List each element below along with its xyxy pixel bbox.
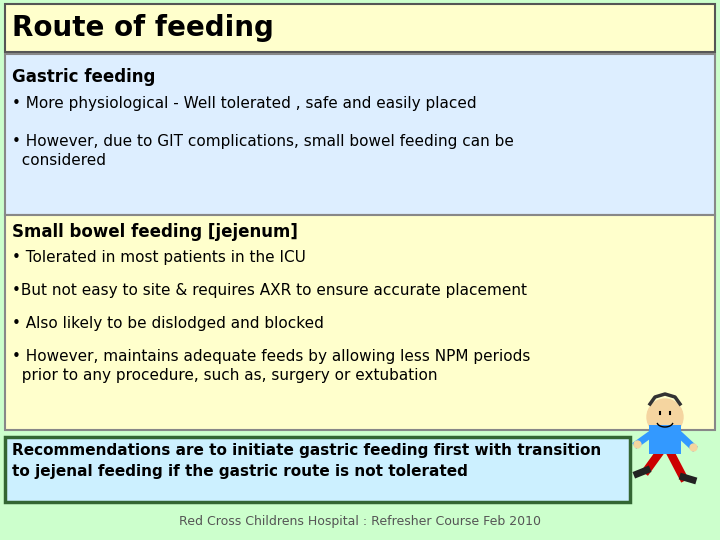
- FancyBboxPatch shape: [5, 215, 715, 430]
- Text: • However, due to GIT complications, small bowel feeding can be
  considered: • However, due to GIT complications, sma…: [12, 134, 514, 167]
- Circle shape: [647, 399, 683, 435]
- Text: • However, maintains adequate feeds by allowing less NPM periods
  prior to any : • However, maintains adequate feeds by a…: [12, 349, 531, 383]
- Text: Route of feeding: Route of feeding: [12, 14, 274, 42]
- Text: Red Cross Childrens Hospital : Refresher Course Feb 2010: Red Cross Childrens Hospital : Refresher…: [179, 515, 541, 528]
- Text: •But not easy to site & requires AXR to ensure accurate placement: •But not easy to site & requires AXR to …: [12, 283, 527, 298]
- Text: • More physiological - Well tolerated , safe and easily placed: • More physiological - Well tolerated , …: [12, 96, 477, 111]
- FancyBboxPatch shape: [5, 437, 630, 502]
- FancyBboxPatch shape: [649, 425, 681, 454]
- FancyBboxPatch shape: [5, 54, 715, 215]
- Text: Recommendations are to initiate gastric feeding first with transition
to jejenal: Recommendations are to initiate gastric …: [12, 443, 601, 479]
- Text: • Tolerated in most patients in the ICU: • Tolerated in most patients in the ICU: [12, 250, 306, 265]
- Text: Small bowel feeding [jejenum]: Small bowel feeding [jejenum]: [12, 223, 298, 241]
- FancyBboxPatch shape: [5, 4, 715, 52]
- Text: Gastric feeding: Gastric feeding: [12, 68, 156, 86]
- Text: • Also likely to be dislodged and blocked: • Also likely to be dislodged and blocke…: [12, 316, 324, 331]
